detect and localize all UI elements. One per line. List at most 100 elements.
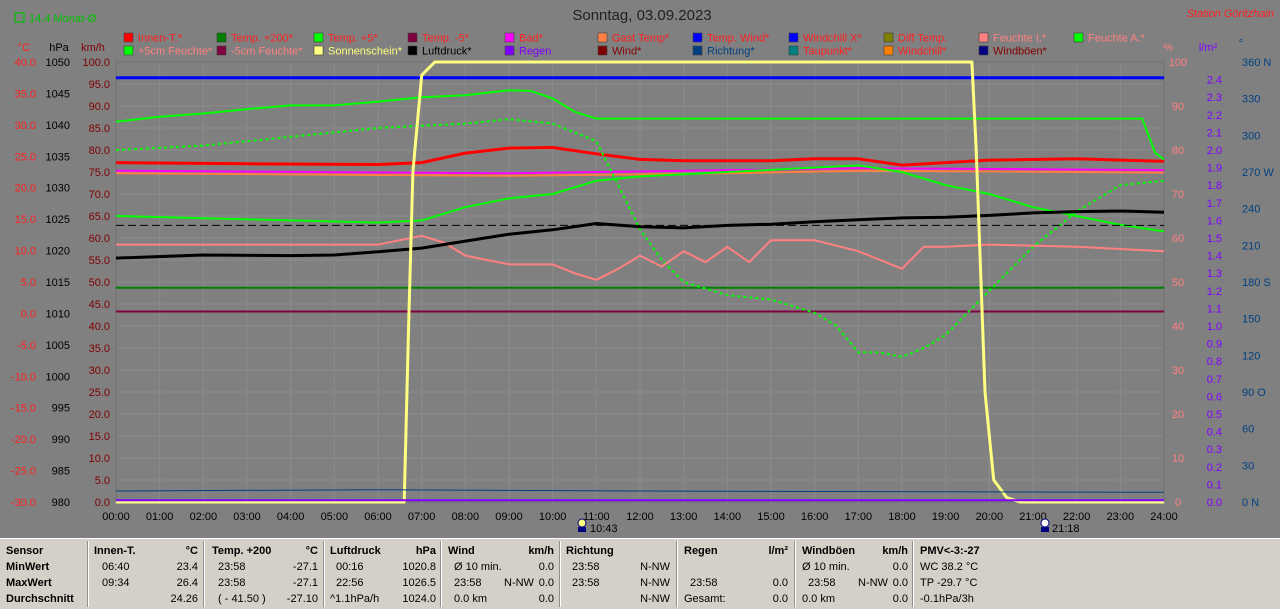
legend-item: Richtung* (692, 46, 755, 58)
axis-tick-label: 45.0 (89, 299, 110, 311)
stats-pmv-windchill: WC 38.2 °C (920, 561, 979, 573)
stats-wind-avg10-label: Ø 10 min. (454, 561, 502, 573)
legend-label: Temp. Wind* (707, 33, 770, 45)
axis-tick-label: 5.0 (95, 475, 110, 487)
legend: Innen-T.* Temp. +200* Temp. +5* Temp. -5* Ba… (123, 32, 1146, 58)
axis-tick-label: 5.0 (21, 277, 36, 289)
axis-tick-label: 100 (1169, 57, 1187, 69)
stats-pmv-header: PMV<-3:-27 (920, 545, 980, 557)
axis-tick-label: 13:00 (670, 511, 698, 523)
legend-item: Sonnenschein* (313, 46, 403, 58)
legend-item: +5cm Feuchte* (123, 46, 213, 58)
stats-col-temp200: Temp. +200 °C 23:58 -27.1 23:58 -27.1 ( - 4… (212, 543, 318, 607)
axis-tick-label: 17:00 (845, 511, 873, 523)
axis-tick-label: 08:00 (452, 511, 480, 523)
stats-col-wind: Wind km/h Ø 10 min. 0.0 23:58 N-NW 0.0 0.0 k… (448, 543, 554, 607)
monthly-avg-icon (14, 12, 25, 23)
axis-tick-label: 1025 (46, 214, 70, 226)
axis-tick-label: 60 (1242, 424, 1254, 436)
legend-item: Wind* (597, 45, 642, 58)
sunset-icon-base (1041, 527, 1049, 532)
series-line-6 (115, 89, 1165, 161)
axis-tick-label: -15.0 (11, 403, 36, 415)
stats-col-innen: Innen-T. °C 06:40 23.4 09:34 26.4 24.26 (94, 543, 198, 607)
legend-swatch (978, 45, 989, 56)
axis-tick-label: 80 (1172, 145, 1184, 157)
series-line-0 (115, 146, 1165, 167)
legend-swatch (597, 32, 608, 43)
axis-tick-label: 21:00 (1019, 511, 1047, 523)
axis-tick-label: 06:00 (364, 511, 392, 523)
legend-item: Temp. +5* (313, 33, 379, 45)
axis-tick-label: 2.1 (1207, 127, 1222, 139)
legend-item: Gast Temp* (597, 32, 670, 45)
axis-tick-label: 35.0 (89, 343, 110, 355)
axis-tick-label: 240 (1242, 204, 1260, 216)
axis-tick-label: 1.1 (1207, 303, 1222, 315)
stats-richtung-max-time: 23:58 (572, 577, 600, 589)
sunset-icon (1040, 518, 1050, 528)
legend-label: Wind* (612, 46, 642, 58)
stats-temp200-max-value: -27.1 (292, 577, 318, 589)
grid-lines (115, 61, 1165, 506)
legend-swatch (883, 32, 894, 43)
axis-unit-hpa: hPa (49, 42, 69, 54)
axis-tick-label: 02:00 (190, 511, 218, 523)
stats-regen-max-time: 23:58 (690, 577, 718, 589)
stats-luftdruck-max-time: 22:56 (336, 577, 364, 589)
axis-tick-label: 0 (1175, 497, 1181, 509)
axis-tick-label: 1015 (46, 277, 70, 289)
stats-label-max: MaxWert (6, 577, 52, 589)
axis-labels: 40.0 35.0 30.0 25.0 20.0 15.0 10.0 5.0 0.0 -5.0 -1… (11, 57, 1274, 523)
legend-swatch (504, 45, 515, 56)
axis-tick-label: 120 (1242, 350, 1260, 362)
axis-tick-label: 10.0 (15, 246, 36, 258)
axis-tick-label: 11:00 (583, 511, 610, 523)
legend-swatch (407, 45, 418, 56)
axis-tick-label: 30.0 (89, 365, 110, 377)
axis-tick-label: 100.0 (82, 57, 110, 69)
axis-tick-label: 95.0 (89, 79, 110, 91)
axis-tick-label: 1040 (46, 120, 70, 132)
stats-windboen-max-time: 23:58 (808, 577, 836, 589)
axis-tick-label: 270 W (1242, 167, 1274, 179)
axis-tick-label: 0.1 (1207, 479, 1222, 491)
legend-label: Temp. -5* (422, 33, 470, 45)
stats-richtung-avg-value: N-NW (640, 593, 670, 605)
legend-label: Luftdruck* (422, 46, 472, 58)
axis-tick-label: 1.8 (1207, 180, 1222, 192)
axis-tick-label: 30 (1242, 460, 1254, 472)
legend-item: Temp. +200* (216, 33, 294, 45)
legend-swatch (597, 45, 608, 56)
legend-item: Bad* (504, 33, 544, 45)
axis-tick-label: 180 S (1242, 277, 1271, 289)
axis-tick-label: 20 (1172, 409, 1184, 421)
series-line-4 (115, 167, 1165, 175)
stats-windboen-distance-value: 0.0 (892, 593, 908, 605)
axis-tick-label: 80.0 (89, 145, 110, 157)
axis-tick-label: 20.0 (15, 183, 36, 195)
axis-tick-label: 1.5 (1207, 233, 1222, 245)
legend-label: Bad* (519, 33, 544, 45)
stats-wind-distance: 0.0 km (454, 593, 488, 605)
stats-luftdruck-min-time: 00:16 (336, 561, 364, 573)
axis-tick-label: 15.0 (15, 214, 36, 226)
axis-tick-label: 40.0 (15, 57, 36, 69)
stats-windboen-unit: km/h (882, 545, 908, 557)
axis-tick-label: 0 N (1242, 497, 1259, 509)
axis-tick-label: 12:00 (626, 511, 654, 523)
stats-divider (913, 541, 914, 607)
axis-tick-label: 90.0 (89, 101, 110, 113)
axis-unit-kmh: km/h (81, 42, 105, 54)
axis-tick-label: 75.0 (89, 167, 110, 179)
axis-tick-label: 1030 (46, 183, 70, 195)
axis-tick-label: 07:00 (408, 511, 436, 523)
legend-label: Diff Temp. (898, 33, 947, 45)
legend-label: Sonnenschein* (328, 46, 403, 58)
axis-tick-label: 55.0 (89, 255, 110, 267)
stats-windboen-avg10-value: 0.0 (892, 561, 908, 573)
monthly-avg-label: 14.4 Monat-Ø (29, 13, 97, 25)
axis-tick-label: 990 (52, 434, 70, 446)
axis-tick-label: 1005 (46, 340, 70, 352)
legend-item: Feuchte A.* (1073, 33, 1146, 45)
